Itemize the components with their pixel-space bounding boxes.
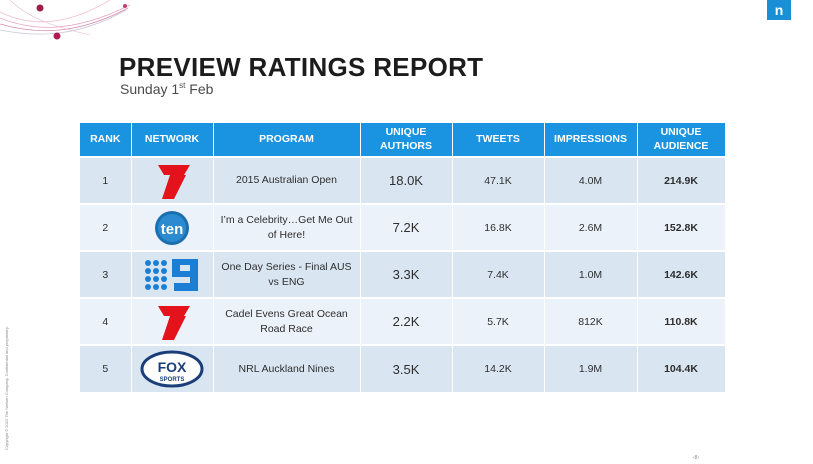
program-cell: Cadel Evens Great Ocean Road Race — [213, 297, 361, 345]
impressions-cell: 1.0M — [544, 250, 638, 298]
rank-cell: 2 — [80, 203, 132, 251]
unique-audience-cell: 152.8K — [637, 203, 726, 251]
unique-audience-cell: 110.8K — [637, 297, 726, 345]
rank-cell: 4 — [80, 297, 132, 345]
table-row: 5 FOX SPORTS NRL Auckland Nines 3.5K 14.… — [80, 344, 726, 392]
impressions-cell: 4.0M — [544, 156, 638, 204]
unique-authors-cell: 2.2K — [360, 297, 453, 345]
unique-audience-cell: 104.4K — [637, 344, 726, 392]
table-header-row: RANK NETWORK PROGRAM UNIQUE AUTHORS TWEE… — [80, 123, 726, 157]
table-row: 1 2015 Australian Open 18.0K 47.1K 4.0M … — [80, 156, 726, 204]
network-cell: FOX SPORTS — [131, 344, 214, 392]
column-header-unique-audience: UNIQUE AUDIENCE — [637, 123, 726, 157]
column-header-tweets: TWEETS — [452, 123, 545, 157]
network-cell: ten — [131, 203, 214, 251]
program-cell: 2015 Australian Open — [213, 156, 361, 204]
column-header-program: PROGRAM — [213, 123, 361, 157]
unique-audience-cell: 142.6K — [637, 250, 726, 298]
subtitle-month: Feb — [185, 81, 214, 97]
subtitle-ordinal: st — [179, 81, 186, 90]
rank-cell: 1 — [80, 156, 132, 204]
unique-authors-cell: 3.3K — [360, 250, 453, 298]
table-row: 4 Cadel Evens Great Ocean Road Race 2.2K… — [80, 297, 726, 345]
fox-logo-text: FOX — [158, 359, 187, 375]
network-cell — [131, 156, 214, 204]
unique-authors-cell: 18.0K — [360, 156, 453, 204]
ratings-table: RANK NETWORK PROGRAM UNIQUE AUTHORS TWEE… — [80, 123, 726, 392]
unique-authors-cell: 3.5K — [360, 344, 453, 392]
rank-cell: 3 — [80, 250, 132, 298]
tweets-cell: 7.4K — [452, 250, 545, 298]
tweets-cell: 14.2K — [452, 344, 545, 392]
nielsen-logo: n — [767, 0, 791, 20]
program-cell: One Day Series - Final AUS vs ENG — [213, 250, 361, 298]
copyright-notice: Copyright © 2022 The Nielsen Company. Co… — [4, 326, 9, 450]
column-header-network: NETWORK — [131, 123, 214, 157]
tweets-cell: 47.1K — [452, 156, 545, 204]
impressions-cell: 2.6M — [544, 203, 638, 251]
unique-authors-cell: 7.2K — [360, 203, 453, 251]
subtitle-date: Sunday 1 — [120, 81, 180, 97]
column-header-impressions: IMPRESSIONS — [544, 123, 638, 157]
table-row: 2 ten I’m a Celebrity…Get Me Out of Here… — [80, 203, 726, 251]
channel-seven-logo — [158, 305, 190, 340]
network-cell — [131, 250, 214, 298]
tweets-cell: 5.7K — [452, 297, 545, 345]
impressions-cell: 812K — [544, 297, 638, 345]
rank-cell: 5 — [80, 344, 132, 392]
channel-nine-logo — [145, 258, 198, 291]
fox-sports-logo: FOX SPORTS — [140, 350, 204, 388]
unique-audience-cell: 214.9K — [637, 156, 726, 204]
sports-logo-text: SPORTS — [160, 377, 185, 383]
decorative-swirl-graphic — [0, 0, 130, 40]
tweets-cell: 16.8K — [452, 203, 545, 251]
column-header-unique-authors: UNIQUE AUTHORS — [360, 123, 453, 157]
channel-seven-logo — [158, 164, 190, 199]
network-ten-logo: ten — [155, 210, 189, 245]
column-header-rank: RANK — [80, 123, 132, 157]
program-cell: NRL Auckland Nines — [213, 344, 361, 392]
program-cell: I’m a Celebrity…Get Me Out of Here! — [213, 203, 361, 251]
page-subtitle: Sunday 1st Feb — [120, 81, 213, 97]
page-number: ‹8› — [693, 455, 700, 461]
table-row: 3 One Day Series - Final AUS vs ENG 3.3K — [80, 250, 726, 298]
network-cell — [131, 297, 214, 345]
ten-logo-text: ten — [161, 221, 184, 238]
impressions-cell: 1.9M — [544, 344, 638, 392]
page-title: PREVIEW RATINGS REPORT — [119, 52, 484, 82]
